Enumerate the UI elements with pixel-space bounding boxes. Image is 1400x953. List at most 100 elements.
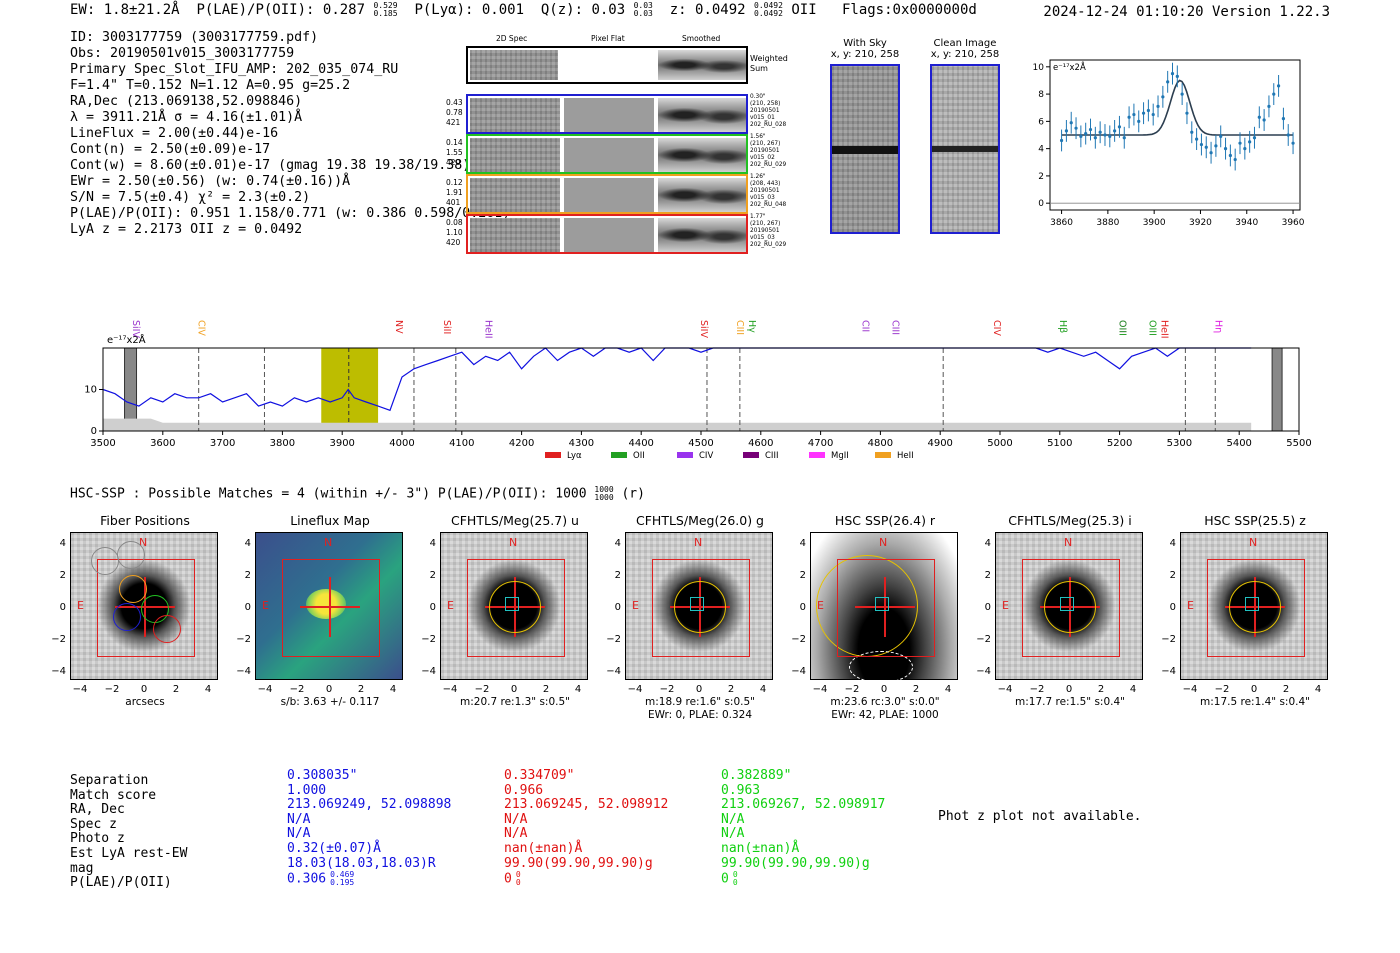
aperture-circle: [674, 581, 726, 633]
spec-row-right-info-line: 0.30": [750, 94, 766, 100]
zoom-data-point: [1291, 141, 1295, 145]
zoom-data-point: [1257, 115, 1261, 119]
stamp-xtick-label: −4: [1182, 684, 1198, 695]
aperture-circle: [489, 581, 541, 633]
spectrum-line-label: CIV: [196, 320, 207, 336]
match-row-label: mag: [70, 860, 94, 876]
match-value: nan(±nan)Å: [721, 841, 885, 857]
zoom-data-point: [1108, 134, 1112, 138]
detail-ra-dec: RA,Dec (213.069138,52.098846): [70, 94, 303, 109]
spec-row-right-info-line: v015_02: [750, 155, 775, 161]
stamp-xtick-label: −4: [257, 684, 273, 695]
spectrum-xtick-label: 4400: [628, 438, 653, 449]
spectrum-frame: [102, 347, 1300, 432]
match-value: 1.000: [287, 782, 451, 799]
match-value-text: 213.069245, 52.098912: [504, 797, 669, 813]
spectrum-xtick-label: 5400: [1226, 438, 1251, 449]
legend-label: CIV: [699, 451, 713, 461]
stamp-ytick-label: 0: [59, 602, 66, 613]
spectrum-line-label: Hγ: [746, 320, 757, 333]
qz-upper: 0.03: [633, 1, 653, 10]
stamp-xtick-label: 2: [542, 684, 550, 695]
match-value: 0.32(±0.07)Å: [287, 841, 451, 857]
hsc-title-text: HSC-SSP : Possible Matches = 4 (within +…: [70, 486, 587, 502]
stamp-caption: m:23.6 rc:3.0" s:0.0": [830, 696, 940, 708]
stamp-ytick-label: 0: [244, 602, 251, 613]
zoom-data-point: [1084, 132, 1088, 136]
spectrum-line-label: SiII: [441, 320, 452, 334]
plae-label: P(LAE)/P(OII):: [196, 2, 315, 18]
stamp-ytick-label: −2: [51, 634, 66, 645]
spec-row-right-info-line: 202_RU_048: [750, 202, 787, 208]
match-value-text: 213.069249, 52.098898: [287, 797, 452, 813]
spectrum-xtick-label: 4000: [389, 438, 414, 449]
match-value: 213.069267, 52.098917: [721, 797, 886, 813]
match-value-text: N/A: [721, 811, 745, 827]
spec-row-right-info-line: 20190501: [750, 148, 780, 154]
spec-row-left-stats: 0.14 1.55 420: [446, 138, 463, 168]
north-label: N: [1064, 536, 1073, 549]
spec-row-2dspec-image: [470, 218, 560, 252]
hsc-title-band: (r): [621, 486, 645, 502]
zoom-ytick-label: 8: [1038, 90, 1044, 100]
col-header-smoothed: Smoothed: [682, 34, 721, 43]
stamp-xtick-label: 0: [695, 684, 703, 695]
z-line-id: OII: [791, 2, 817, 18]
stamp-ytick-label: 2: [429, 570, 436, 581]
stamp-xtick-label: 4: [204, 684, 212, 695]
spec-row-1: [466, 94, 748, 134]
spectrum-xtick-label: 3700: [210, 438, 235, 449]
match-value: N/A: [287, 812, 451, 828]
with-sky-image: [830, 64, 900, 234]
legend-swatch: [545, 452, 561, 458]
match-value: 99.90(99.90,99.90)g: [721, 856, 885, 872]
match-value-text: 1.000: [287, 782, 327, 798]
stamp-xtick-label: 2: [727, 684, 735, 695]
header-summary: EW: 1.8±21.2Å P(LAE)/P(OII): 0.287 0.529…: [70, 1, 977, 19]
match-value-text: N/A: [504, 826, 528, 842]
spec-row-left-stat: 421: [446, 118, 461, 127]
spec-row-right-info-line: 202_RU_029: [750, 242, 787, 248]
zoom-ytick-label: 6: [1038, 117, 1044, 127]
match-marker: [1060, 597, 1074, 611]
spec-row-pixelflat-image: [564, 178, 654, 212]
stamp-ytick-label: −4: [976, 666, 991, 677]
stamp-title: HSC SSP(26.4) r: [834, 513, 936, 528]
stamp-ytick-label: −4: [236, 666, 251, 677]
zoom-data-point: [1175, 74, 1179, 78]
zoom-data-point: [1064, 129, 1068, 133]
col-header-2dspec: 2D Spec: [496, 34, 528, 43]
legend-label: OII: [633, 451, 645, 461]
zoom-data-point: [1262, 118, 1266, 122]
match-column-2: 0.334709" 0.966 213.069245, 52.098912 N/A N/…: [504, 768, 669, 887]
stamp-xtick-label: 0: [510, 684, 518, 695]
zoom-data-point: [1088, 127, 1093, 132]
east-label: E: [632, 599, 639, 612]
east-label: E: [262, 599, 269, 612]
zoom-xtick-label: 3940: [1235, 218, 1258, 228]
match-value: 213.069245, 52.098912: [504, 797, 669, 813]
match-value-text: 213.069267, 52.098917: [721, 797, 886, 813]
match-value-text: 0: [721, 871, 729, 887]
stamp-ytick-label: 4: [244, 538, 251, 549]
match-plae-lower: 0: [732, 878, 738, 888]
zoom-plot-frame: [1049, 59, 1301, 211]
stamp-xtick-label: 4: [1129, 684, 1137, 695]
east-label: E: [817, 599, 824, 612]
match-value: 0.963: [721, 783, 885, 799]
zoom-data-point: [1180, 92, 1184, 96]
zoom-data-point: [1185, 111, 1189, 115]
detection-details: ID: 3003177759 (3003177759.pdf) Obs: 201…: [70, 30, 510, 238]
zoom-data-point: [1199, 142, 1204, 147]
z-upper: 0.0492: [754, 1, 783, 10]
detail-sn: S/N = 7.5(±0.4) χ² = 2.3(±0.2): [70, 190, 311, 205]
fiber-circle: [113, 603, 141, 631]
spec-row-right-info-line: v015_03: [750, 195, 775, 201]
spec-row-right-info: 1.26" (208, 443) 20190501 v015_03 202_RU_048: [750, 174, 786, 209]
match-value: N/A: [721, 811, 885, 828]
stamp-ytick-label: −4: [51, 666, 66, 677]
spectrum-flux-line: [102, 347, 1252, 412]
zoom-data-point: [1069, 121, 1073, 125]
match-plae-upper: 0.469: [330, 870, 355, 880]
